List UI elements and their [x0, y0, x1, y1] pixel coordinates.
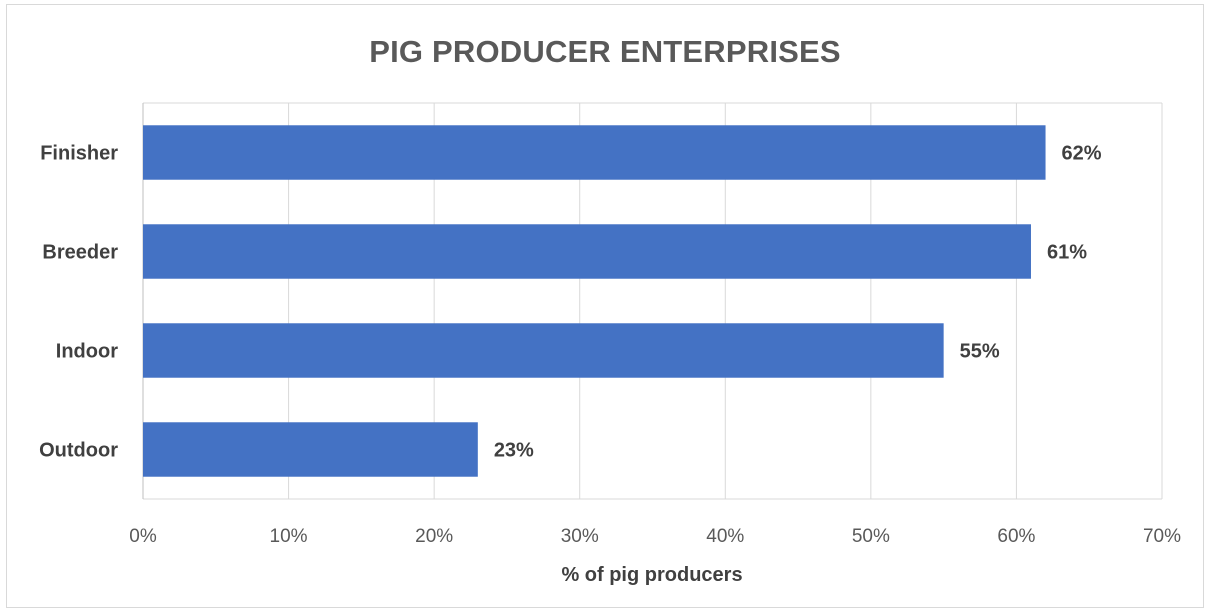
labels: 0% 10% 20% 30% 40% 50% 60% 70% Finisher 62% Breede… [39, 143, 1181, 548]
category-label: Outdoor [39, 440, 118, 462]
data-label: 23% [494, 440, 534, 462]
bar-outdoor [143, 422, 478, 477]
x-tick-label: 40% [706, 526, 744, 547]
chart-title: PIG PRODUCER ENTERPRISES [369, 34, 841, 69]
category-label: Breeder [42, 242, 118, 264]
bar-finisher [143, 125, 1046, 180]
x-tick-label: 20% [415, 526, 453, 547]
bar-indoor [143, 323, 944, 378]
category-label: Indoor [56, 341, 118, 363]
data-label: 62% [1062, 143, 1102, 165]
x-tick-label: 30% [561, 526, 599, 547]
data-label: 55% [960, 341, 1000, 363]
x-tick-label: 70% [1143, 526, 1181, 547]
bars [143, 125, 1046, 477]
x-axis-title: % of pig producers [561, 564, 742, 586]
chart-frame [6, 4, 1204, 608]
category-label: Finisher [40, 143, 118, 165]
bar-breeder [143, 224, 1031, 279]
x-tick-label: 0% [129, 526, 157, 547]
x-tick-label: 60% [997, 526, 1035, 547]
data-label: 61% [1047, 242, 1087, 264]
x-tick-label: 10% [270, 526, 308, 547]
x-tick-label: 50% [852, 526, 890, 547]
